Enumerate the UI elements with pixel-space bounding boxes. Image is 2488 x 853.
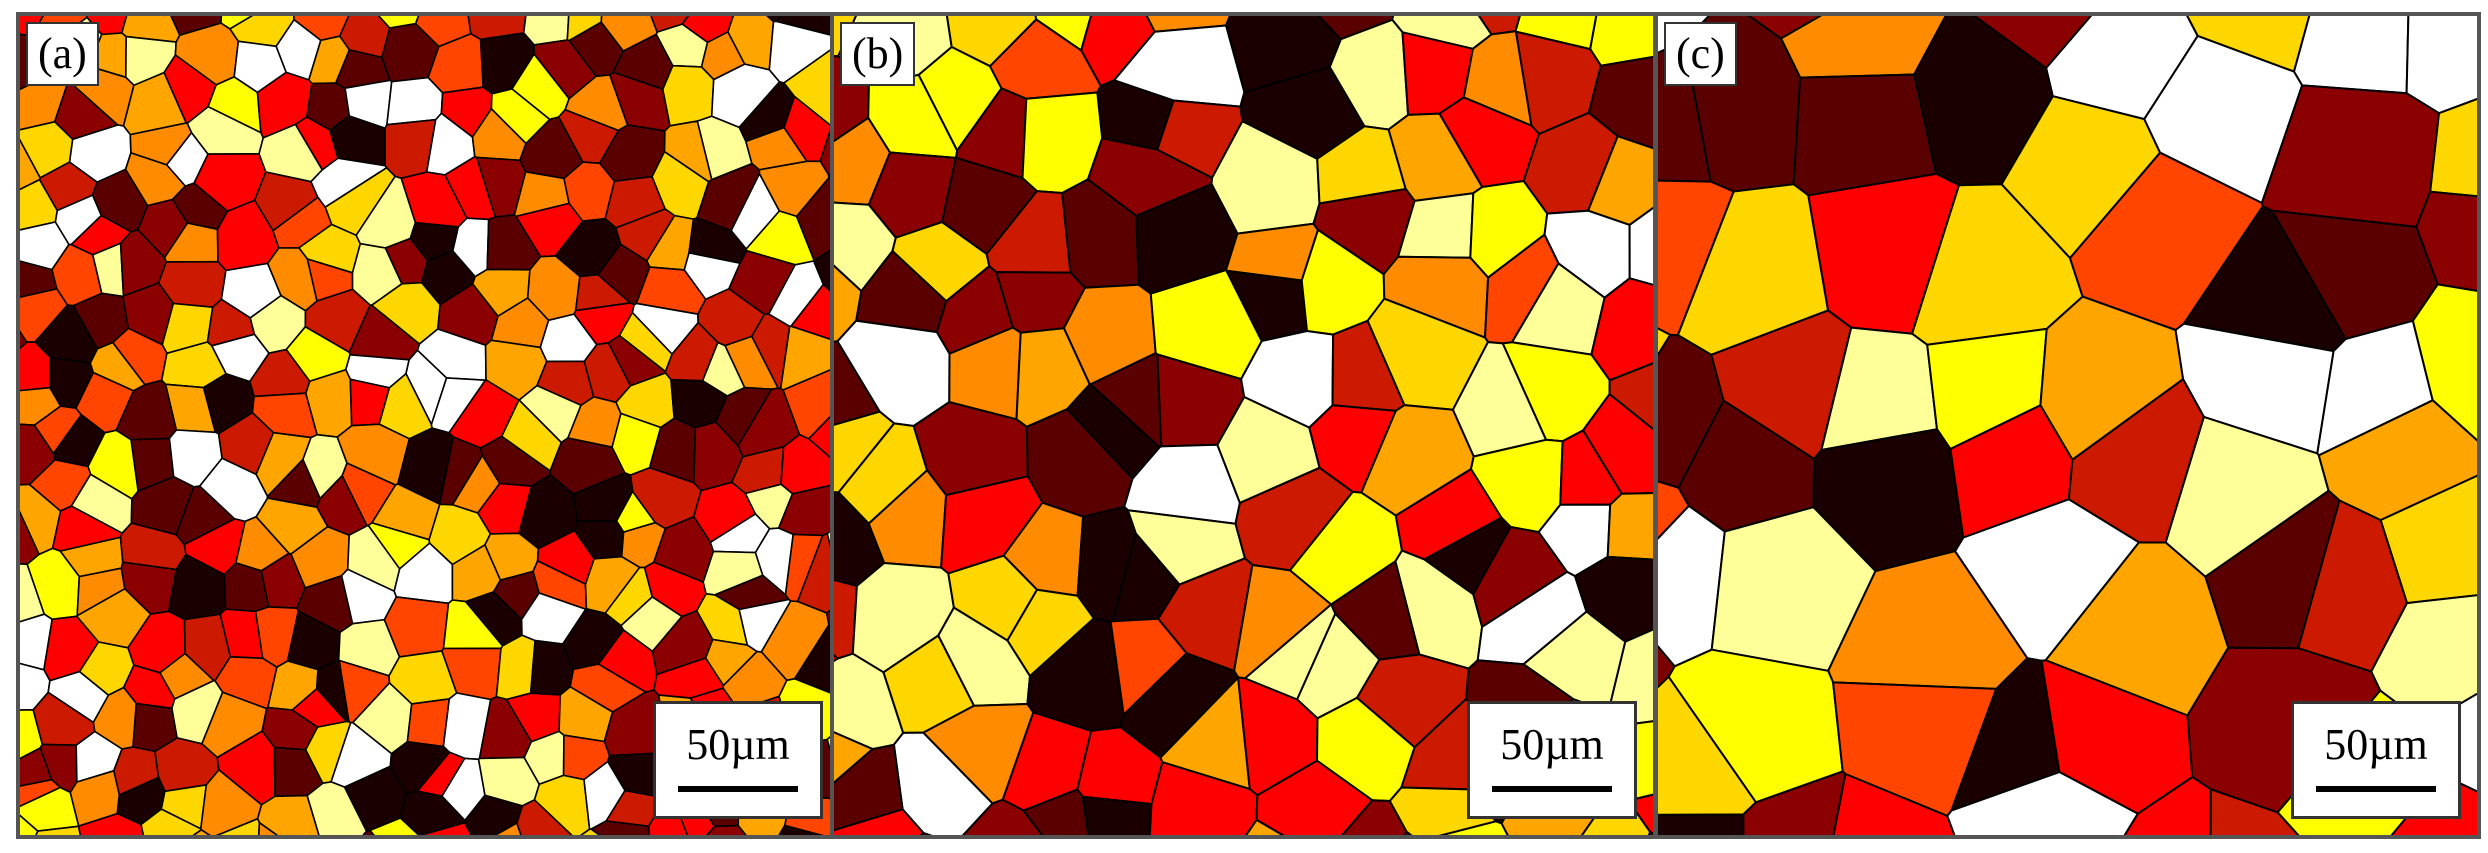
grain — [406, 698, 451, 748]
grain — [704, 638, 758, 687]
grain — [2293, 16, 2410, 95]
scale-bar-box: 50µm — [1467, 701, 1637, 819]
grain — [20, 778, 62, 808]
panel-c: (c) 50µm — [1654, 12, 2481, 839]
grain — [1648, 830, 1653, 835]
scale-bar — [1492, 786, 1612, 792]
grain — [1438, 820, 1509, 835]
panel-a: (a) 50µm — [16, 12, 843, 839]
grain — [516, 799, 573, 835]
panel-b: (b) 50µm — [830, 12, 1657, 839]
grain — [1628, 206, 1653, 286]
grain — [369, 817, 420, 835]
grain — [1245, 818, 1285, 835]
grain — [1066, 383, 1161, 480]
grain — [1658, 813, 1745, 835]
grain — [661, 64, 715, 127]
scale-bar-label: 50µm — [686, 720, 790, 769]
grain — [1255, 759, 1374, 835]
scale-bar — [2316, 786, 2436, 792]
grain — [2209, 788, 2300, 835]
grain — [1156, 99, 1244, 179]
grain — [1606, 492, 1653, 561]
grain-map-b — [834, 16, 1653, 835]
grain — [2415, 190, 2477, 292]
grain — [419, 821, 473, 835]
scale-bar — [678, 786, 798, 792]
scale-bar-label: 50µm — [2324, 720, 2428, 769]
grain — [778, 824, 824, 835]
grain — [500, 399, 563, 472]
scale-bar-box: 50µm — [653, 701, 823, 819]
panel-label: (a) — [26, 22, 99, 86]
grain — [1081, 795, 1153, 835]
panel-label: (c) — [1664, 22, 1737, 86]
grain — [257, 821, 279, 835]
grain-map-a — [20, 16, 839, 835]
grain — [192, 828, 211, 835]
grain — [834, 808, 925, 835]
grain — [386, 76, 444, 126]
grain — [706, 824, 747, 835]
grain — [2411, 283, 2477, 442]
scale-bar-box: 50µm — [2291, 701, 2461, 819]
panel-label: (b) — [840, 22, 916, 86]
grain — [306, 781, 368, 835]
grain — [1317, 16, 1395, 41]
scale-bar-label: 50µm — [1500, 720, 1604, 769]
